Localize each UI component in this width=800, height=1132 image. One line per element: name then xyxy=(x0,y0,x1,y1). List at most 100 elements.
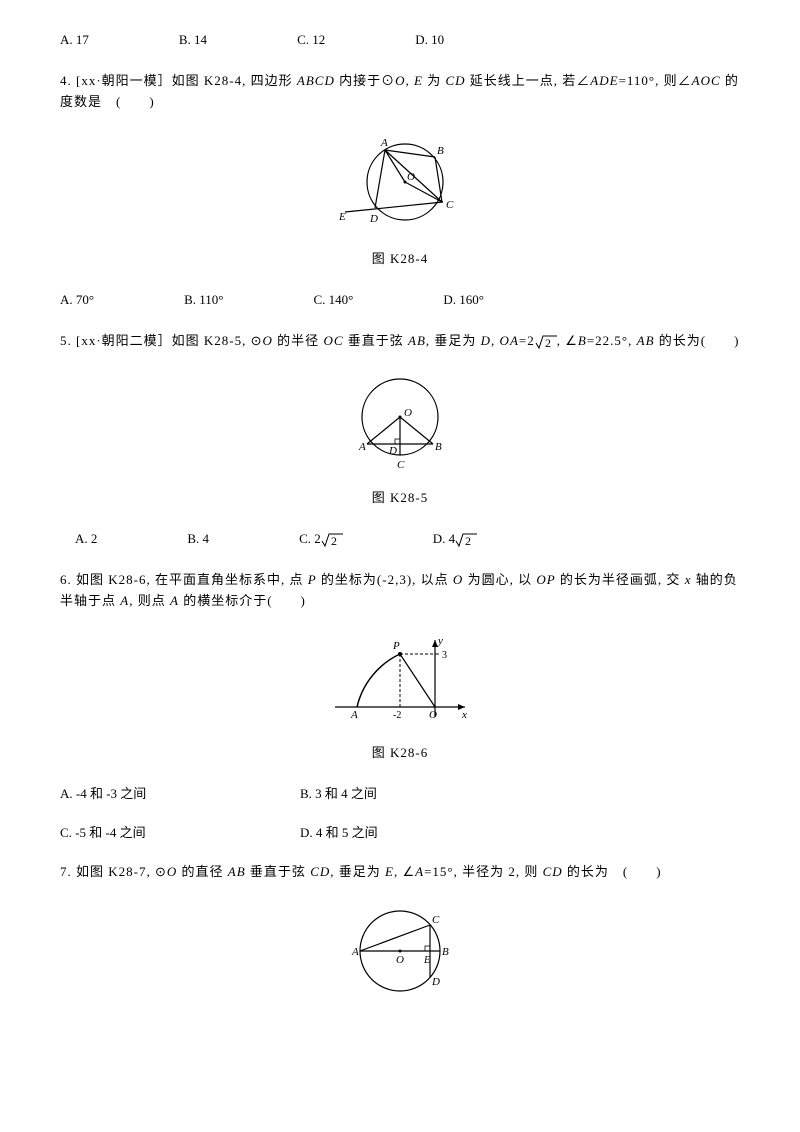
q4-options: A. 70° B. 110° C. 140° D. 160° xyxy=(60,290,740,311)
q6-p: P xyxy=(308,572,317,587)
svg-text:A: A xyxy=(380,137,388,149)
q7-t1: 7. 如图 K28-7, ⊙ xyxy=(60,864,167,879)
q5-t6: , ∠ xyxy=(557,333,578,348)
q4-t4: 延长线上一点, 若∠ xyxy=(466,73,591,88)
q5-opt-a: A. 2 xyxy=(75,529,97,550)
svg-text:C: C xyxy=(397,459,405,471)
q6-t4: 的长为半径画弧, 交 xyxy=(556,572,685,587)
svg-text:y: y xyxy=(437,635,443,647)
svg-text:3: 3 xyxy=(442,650,447,661)
q5-o: O xyxy=(263,333,273,348)
q5-opt-c-prefix: C. 2 xyxy=(299,531,321,546)
q7-a: A xyxy=(415,864,424,879)
q7-e: E xyxy=(385,864,394,879)
q6-opt-d: D. 4 和 5 之间 xyxy=(300,823,378,844)
q7-t2: 的直径 xyxy=(177,864,228,879)
svg-text:B: B xyxy=(442,946,449,958)
q4-text: 4. [xx·朝阳一模］如图 K28-4, 四边形 ABCD 内接于⊙O, E … xyxy=(60,71,740,113)
q4-t2: 内接于⊙ xyxy=(335,73,395,88)
q7-t4: , 垂足为 xyxy=(330,864,385,879)
q5-t4: , 垂足为 xyxy=(426,333,481,348)
q7-t5: , ∠ xyxy=(394,864,415,879)
q5-oc: OC xyxy=(323,333,343,348)
figure-k28-6: P 3 y x O -2 A xyxy=(60,632,740,734)
q4-opt-b: B. 110° xyxy=(184,290,223,311)
svg-text:A: A xyxy=(351,946,359,958)
q7-t7: 的长为 ( ) xyxy=(563,864,662,879)
q4-aoc: AOC xyxy=(692,73,721,88)
svg-text:E: E xyxy=(338,211,346,223)
q7-t3: 垂直于弦 xyxy=(246,864,311,879)
q4-opt-d: D. 160° xyxy=(443,290,484,311)
svg-text:x: x xyxy=(461,709,467,721)
q6-t2: 的坐标为(-2,3), 以点 xyxy=(317,572,453,587)
q5-t8: 的长为( ) xyxy=(655,333,740,348)
q6-t7: 的横坐标介于( ) xyxy=(179,593,306,608)
svg-text:D: D xyxy=(369,213,378,225)
q6-text: 6. 如图 K28-6, 在平面直角坐标系中, 点 P 的坐标为(-2,3), … xyxy=(60,570,740,612)
q5-opt-d-prefix: D. 4 xyxy=(433,531,455,546)
figure-k28-7: A B C D E O xyxy=(60,903,740,1005)
svg-text:A: A xyxy=(358,441,366,453)
caption-k28-5: 图 K28-5 xyxy=(60,488,740,509)
q7-ab: AB xyxy=(228,864,246,879)
q4-opt-a: A. 70° xyxy=(60,290,94,311)
q3-opt-a: A. 17 xyxy=(60,30,89,51)
svg-text:P: P xyxy=(392,640,400,652)
q3-opt-c: C. 12 xyxy=(297,30,325,51)
q5-sqrt: 2 xyxy=(535,333,557,348)
q3-opt-b: B. 14 xyxy=(179,30,207,51)
q5-t2: 的半径 xyxy=(273,333,324,348)
q4-t5: =110°, 则∠ xyxy=(619,73,692,88)
svg-text:D: D xyxy=(388,445,397,457)
q6-opt-a: A. -4 和 -3 之间 xyxy=(60,784,300,805)
svg-text:O: O xyxy=(396,954,404,966)
caption-k28-4: 图 K28-4 xyxy=(60,249,740,270)
q6-t6: , 则点 xyxy=(129,593,170,608)
svg-text:E: E xyxy=(423,955,430,966)
q4-cd: CD xyxy=(445,73,465,88)
svg-text:A: A xyxy=(350,709,358,721)
q5-ab2: AB xyxy=(637,333,655,348)
q5-ab: AB xyxy=(408,333,426,348)
q5-b: B xyxy=(578,333,587,348)
q3-options: A. 17 B. 14 C. 12 D. 10 xyxy=(60,30,740,51)
q6-a: A xyxy=(120,593,129,608)
figure-k28-5: O A B D C xyxy=(60,372,740,479)
q4-o: O, E xyxy=(395,73,423,88)
q4-t1: 4. [xx·朝阳一模］如图 K28-4, 四边形 xyxy=(60,73,297,88)
q4-t3: 为 xyxy=(423,73,446,88)
caption-k28-6: 图 K28-6 xyxy=(60,743,740,764)
svg-text:C: C xyxy=(446,199,454,211)
svg-text:2: 2 xyxy=(331,534,337,548)
q4-opt-c: C. 140° xyxy=(313,290,353,311)
svg-text:O: O xyxy=(404,407,412,419)
svg-text:2: 2 xyxy=(545,336,552,350)
q3-opt-d: D. 10 xyxy=(415,30,444,51)
q4-ade: ADE xyxy=(590,73,618,88)
q7-cd2: CD xyxy=(543,864,563,879)
q7-text: 7. 如图 K28-7, ⊙O 的直径 AB 垂直于弦 CD , 垂足为 E, ∠… xyxy=(60,862,740,883)
q6-o: O xyxy=(453,572,463,587)
svg-text:O: O xyxy=(429,709,437,721)
q5-opt-d: D. 4 2 xyxy=(433,529,477,550)
q6-op: OP xyxy=(536,572,555,587)
q6-opt-c: C. -5 和 -4 之间 xyxy=(60,823,300,844)
q5-opt-b: B. 4 xyxy=(187,529,209,550)
q6-t1: 6. 如图 K28-6, 在平面直角坐标系中, 点 xyxy=(60,572,308,587)
q5-t5: =2 xyxy=(519,333,535,348)
svg-text:2: 2 xyxy=(465,534,471,548)
q6-options-row2: C. -5 和 -4 之间 D. 4 和 5 之间 xyxy=(60,823,740,844)
q6-a2: A xyxy=(170,593,179,608)
svg-text:D: D xyxy=(431,976,440,988)
q5-options: A. 2 B. 4 C. 2 2 D. 4 2 xyxy=(60,529,740,550)
q6-options-row1: A. -4 和 -3 之间 B. 3 和 4 之间 xyxy=(60,784,740,805)
q4-abcd: ABCD xyxy=(297,73,335,88)
q7-o: O xyxy=(167,864,177,879)
q5-opt-c: C. 2 2 xyxy=(299,529,343,550)
q5-d: D, OA xyxy=(481,333,519,348)
q5-t1: 5. [xx·朝阳二模］如图 K28-5, ⊙ xyxy=(60,333,263,348)
q5-text: 5. [xx·朝阳二模］如图 K28-5, ⊙O 的半径 OC 垂直于弦 AB,… xyxy=(60,331,740,352)
figure-k28-4: A B C D E O xyxy=(60,132,740,239)
svg-text:B: B xyxy=(437,145,444,157)
